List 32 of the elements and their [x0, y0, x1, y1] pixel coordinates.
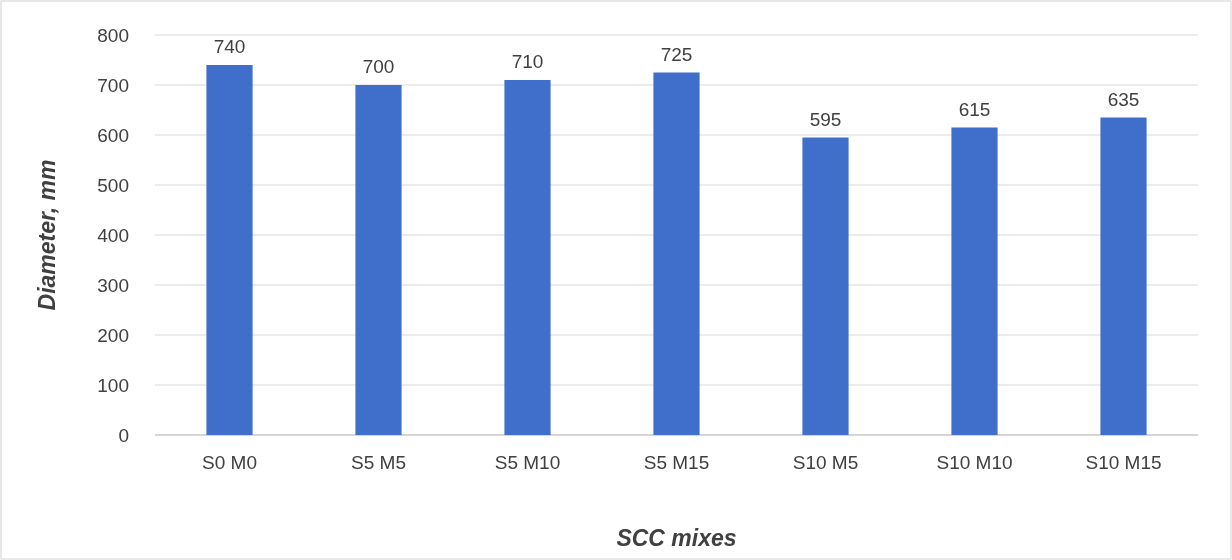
bar: [206, 65, 253, 435]
x-tick-label: S5 M10: [494, 452, 561, 473]
y-tick-label: 600: [97, 124, 129, 146]
y-tick-label: 500: [97, 174, 129, 196]
y-tick-label: 100: [97, 374, 129, 396]
y-tick-label: 300: [97, 274, 129, 296]
bar: [1100, 117, 1147, 435]
y-tick-label: 200: [97, 324, 129, 346]
bar: [653, 72, 700, 435]
y-tick-label: 700: [97, 74, 129, 96]
data-label: 595: [809, 108, 842, 130]
data-label: 700: [362, 56, 395, 77]
x-tick-label: S5 M5: [351, 452, 406, 473]
x-tick-label: S10 M10: [936, 452, 1013, 473]
x-tick-label: S10 M5: [792, 452, 859, 473]
bar: [951, 127, 998, 435]
data-label: 615: [958, 98, 991, 120]
y-tick-label: 0: [118, 424, 129, 446]
bar: [504, 80, 551, 435]
bar: [802, 137, 849, 435]
data-label: 635: [1107, 88, 1140, 110]
x-axis-title: SCC mixes: [616, 525, 737, 551]
data-label: 740: [213, 36, 246, 57]
bar: [355, 85, 402, 435]
y-tick-label: 400: [97, 224, 129, 246]
y-axis-title: Diameter, mm: [34, 159, 60, 311]
data-label: 710: [511, 51, 544, 72]
x-tick-label: S0 M0: [202, 452, 257, 473]
x-tick-label: S5 M15: [643, 452, 710, 473]
data-label: 725: [660, 43, 693, 65]
x-tick-label: S10 M15: [1085, 452, 1162, 473]
y-tick-label: 800: [97, 24, 129, 46]
